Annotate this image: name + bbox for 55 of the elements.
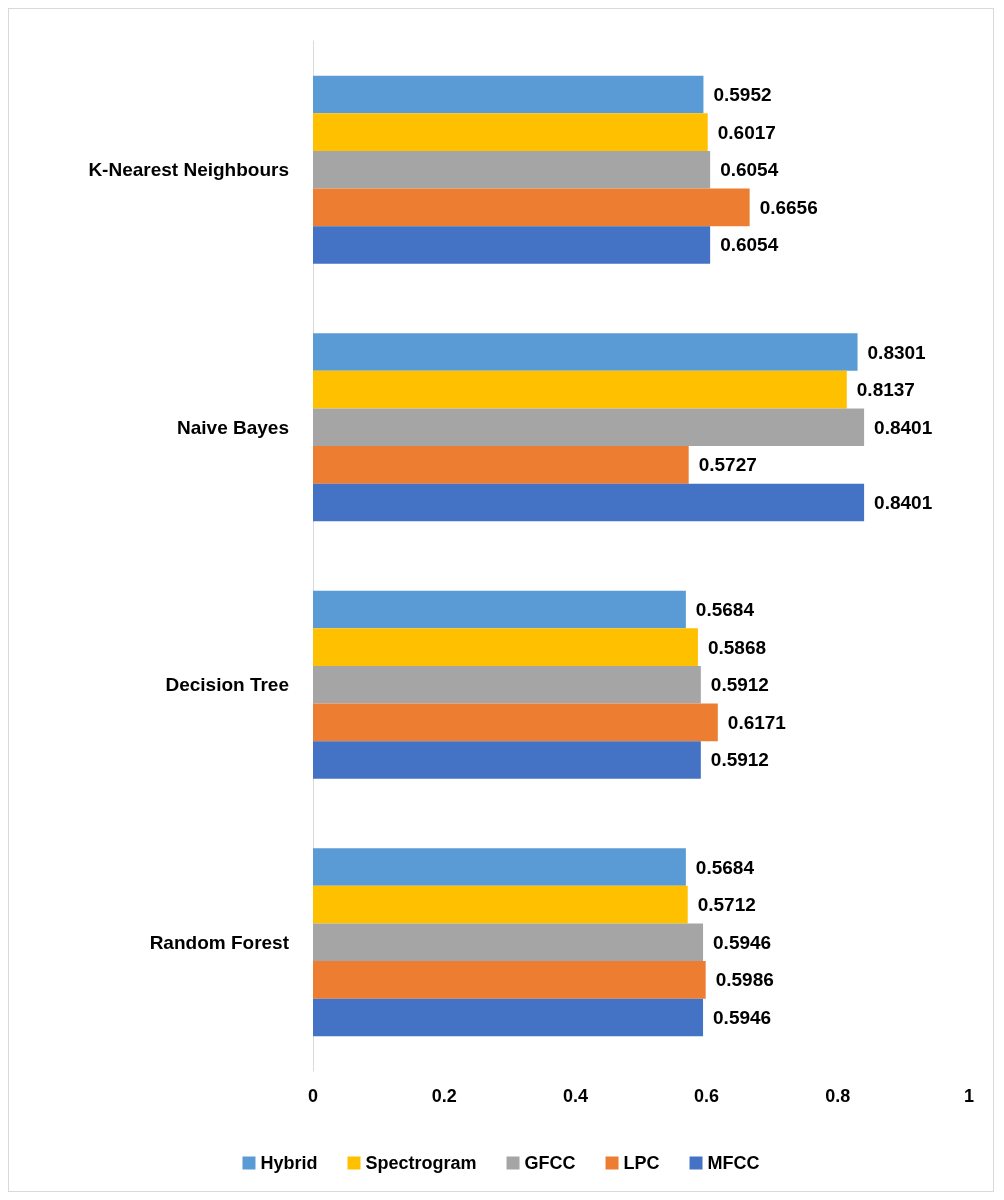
data-label: 0.5912 <box>710 674 769 696</box>
data-label: 0.5684 <box>695 599 755 621</box>
legend-label: LPC <box>623 1153 660 1173</box>
bar <box>313 188 750 227</box>
bar <box>313 848 686 886</box>
x-tick-label: 0.6 <box>694 1086 720 1106</box>
data-label: 0.5946 <box>713 931 772 953</box>
data-label: 0.5727 <box>698 454 757 476</box>
bar <box>313 75 704 114</box>
bar <box>313 113 708 151</box>
data-label: 0.6017 <box>717 121 776 143</box>
x-tick-label: 1 <box>963 1086 975 1106</box>
y-tick-label: Decision Tree <box>165 674 289 696</box>
bar <box>313 150 711 189</box>
bar <box>313 446 689 484</box>
bar <box>313 628 698 666</box>
bar <box>313 333 858 371</box>
data-label: 0.5712 <box>697 894 756 916</box>
data-label: 0.6171 <box>727 711 787 733</box>
y-tick-label: Naive Bayes <box>177 416 289 438</box>
legend-label: GFCC <box>524 1153 576 1173</box>
bar <box>313 741 701 779</box>
data-label: 0.6656 <box>759 196 818 218</box>
bar <box>313 703 718 742</box>
bar <box>313 923 704 962</box>
data-label: 0.6054 <box>720 159 779 181</box>
legend-label: Spectrogram <box>365 1153 477 1173</box>
bar <box>313 590 686 629</box>
bar <box>313 665 701 704</box>
x-tick-label: 0.2 <box>431 1086 457 1106</box>
legend-label: Hybrid <box>260 1153 318 1173</box>
data-label: 0.5684 <box>695 856 755 878</box>
bar <box>313 370 847 409</box>
data-label: 0.8137 <box>856 379 915 401</box>
data-label: 0.8301 <box>867 341 927 363</box>
data-label: 0.5946 <box>713 1006 772 1028</box>
legend-label: MFCC <box>707 1153 760 1173</box>
bar <box>313 961 706 999</box>
x-tick-label: 0.8 <box>825 1086 851 1106</box>
bar <box>313 226 711 264</box>
bar <box>313 885 688 924</box>
data-label: 0.6054 <box>720 234 779 256</box>
data-label: 0.8401 <box>874 416 933 438</box>
data-label: 0.5868 <box>707 636 767 658</box>
y-tick-label: Random Forest <box>149 931 290 953</box>
x-tick-label: 0 <box>307 1086 319 1106</box>
y-tick-label: K-Nearest Neighbours <box>88 159 289 181</box>
data-label: 0.5912 <box>710 749 769 771</box>
bar <box>313 998 704 1037</box>
x-tick-label: 0.4 <box>562 1086 588 1106</box>
bar <box>313 483 865 522</box>
data-label: 0.8401 <box>874 491 933 513</box>
bar <box>313 408 865 447</box>
data-label: 0.5952 <box>713 84 772 106</box>
data-label: 0.5986 <box>715 969 774 991</box>
